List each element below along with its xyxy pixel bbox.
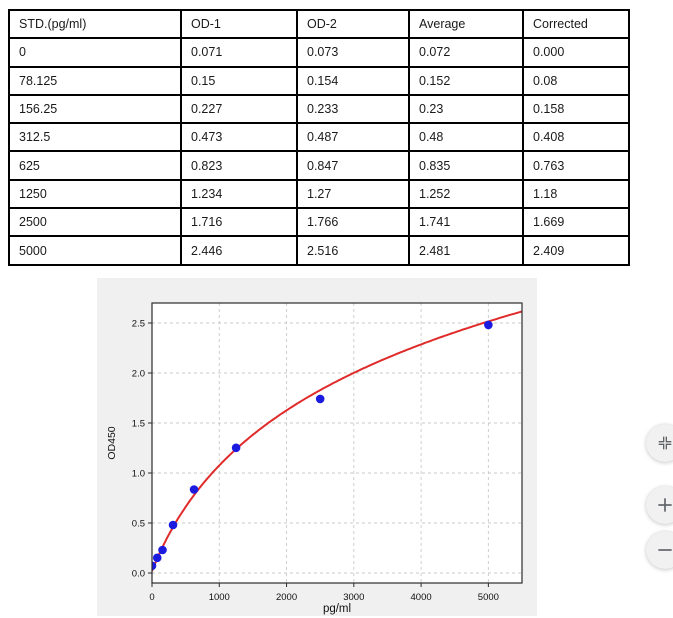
- table-cell: 1.27: [296, 178, 410, 210]
- table-cell: 0.227: [180, 93, 298, 125]
- axis-ticks: 0 1000 2000 3000 4000 5000 0.0 0.5 1.0 1.5 2.0 2.5: [132, 318, 499, 603]
- x-tick-label: 3000: [343, 592, 364, 603]
- column-header: OD-1: [180, 8, 298, 40]
- fit-view-button[interactable]: [646, 424, 673, 462]
- table-cell: 0.847: [296, 150, 410, 181]
- table-cell: 1.766: [296, 207, 410, 238]
- compress-icon: [658, 436, 672, 450]
- fit-curve: [152, 310, 522, 572]
- x-tick-label: 0: [149, 592, 154, 603]
- table-cell: 0.487: [296, 122, 410, 153]
- data-point: [158, 545, 167, 555]
- y-tick-label: 1.0: [132, 468, 145, 479]
- table-cell: 0: [8, 37, 182, 68]
- table-cell: 0.08: [522, 65, 630, 96]
- table-cell: 0.073: [296, 37, 410, 68]
- standard-curve-chart: 0 1000 2000 3000 4000 5000 0.0 0.5 1.0 1.5 2.0 2.5 p…: [97, 278, 537, 616]
- table-row: 1250 1.234 1.27 1.252 1.18: [8, 178, 630, 210]
- table-row: 0 0.071 0.073 0.072 0.000: [8, 37, 630, 68]
- gridlines: [151, 303, 522, 583]
- table-cell: 78.125: [8, 65, 182, 96]
- table-cell: 0.15: [180, 65, 298, 96]
- data-point: [152, 561, 157, 571]
- table-cell: 1.18: [522, 178, 630, 210]
- plot-area: [152, 303, 522, 583]
- table-cell: 1.716: [180, 207, 298, 238]
- table-cell: 2.481: [408, 235, 524, 266]
- table-cell: 0.000: [522, 37, 630, 68]
- y-tick-label: 2.5: [132, 318, 145, 329]
- table-cell: 0.48: [408, 122, 524, 153]
- data-point: [152, 553, 162, 563]
- table-cell: 1.234: [180, 178, 298, 210]
- standards-table: STD.(pg/ml) OD-1 OD-2 Average Corrected 0 0.0…: [8, 8, 630, 266]
- table-cell: 0.233: [296, 93, 410, 125]
- y-axis-label: OD450: [106, 426, 118, 459]
- zoom-in-button[interactable]: [646, 486, 673, 524]
- x-tick-label: 2000: [276, 592, 297, 603]
- table-cell: 0.835: [408, 150, 524, 181]
- table-cell: 0.408: [522, 122, 630, 153]
- y-tick-label: 0.0: [132, 568, 145, 579]
- table-cell: 2.446: [180, 235, 298, 266]
- data-point: [315, 394, 325, 404]
- table-cell: 1.669: [522, 207, 630, 238]
- plus-icon: [658, 498, 672, 512]
- table-row: 2500 1.716 1.766 1.741 1.669: [8, 207, 630, 238]
- table-row: 5000 2.446 2.516 2.481 2.409: [8, 235, 630, 266]
- table-cell: 156.25: [8, 93, 182, 125]
- data-point: [168, 520, 178, 530]
- data-point: [189, 485, 199, 494]
- y-tick-label: 0.5: [132, 518, 145, 529]
- data-point: [484, 320, 493, 330]
- zoom-out-button[interactable]: [646, 531, 673, 569]
- y-tick-label: 2.0: [132, 368, 145, 379]
- x-tick-label: 4000: [411, 592, 432, 603]
- table-cell: 312.5: [8, 122, 182, 153]
- data-points: [152, 320, 493, 571]
- table-cell: 5000: [8, 235, 182, 266]
- column-header: OD-2: [296, 8, 410, 40]
- table-cell: 0.473: [180, 122, 298, 153]
- table-cell: 2.409: [522, 235, 630, 266]
- table-cell: 2.516: [296, 235, 410, 266]
- column-header: Average: [408, 8, 524, 40]
- data-point: [231, 443, 241, 453]
- column-header: STD.(pg/ml): [8, 8, 182, 40]
- table-cell: 0.158: [522, 93, 630, 125]
- x-tick-label: 5000: [478, 592, 499, 603]
- plot-border: [151, 302, 523, 584]
- table-cell: 1250: [8, 178, 182, 210]
- column-header: Corrected: [522, 8, 630, 40]
- table-row: 78.125 0.15 0.154 0.152 0.08: [8, 65, 630, 96]
- y-tick-label: 1.5: [132, 418, 145, 429]
- x-tick-label: 1000: [209, 592, 230, 603]
- table-cell: 0.152: [408, 65, 524, 96]
- table-cell: 0.071: [180, 37, 298, 68]
- table-row: 625 0.823 0.847 0.835 0.763: [8, 150, 630, 181]
- table-row: 156.25 0.227 0.233 0.23 0.158: [8, 93, 630, 125]
- table-cell: 0.823: [180, 150, 298, 181]
- table-cell: 0.154: [296, 65, 410, 96]
- table-cell: 1.741: [408, 207, 524, 238]
- minus-icon: [658, 549, 672, 551]
- table-cell: 0.072: [408, 37, 524, 68]
- table-row: 312.5 0.473 0.487 0.48 0.408: [8, 122, 630, 153]
- table-cell: 1.252: [408, 178, 524, 210]
- table-cell: 0.23: [408, 93, 524, 125]
- table-header-row: STD.(pg/ml) OD-1 OD-2 Average Corrected: [8, 8, 630, 40]
- table-cell: 0.763: [522, 150, 630, 181]
- standard-curve-plot: 0 1000 2000 3000 4000 5000 0.0 0.5 1.0 1.5 2.0 2.5 p…: [106, 302, 523, 615]
- table-cell: 625: [8, 150, 182, 181]
- x-axis-label: pg/ml: [323, 603, 351, 615]
- table-cell: 2500: [8, 207, 182, 238]
